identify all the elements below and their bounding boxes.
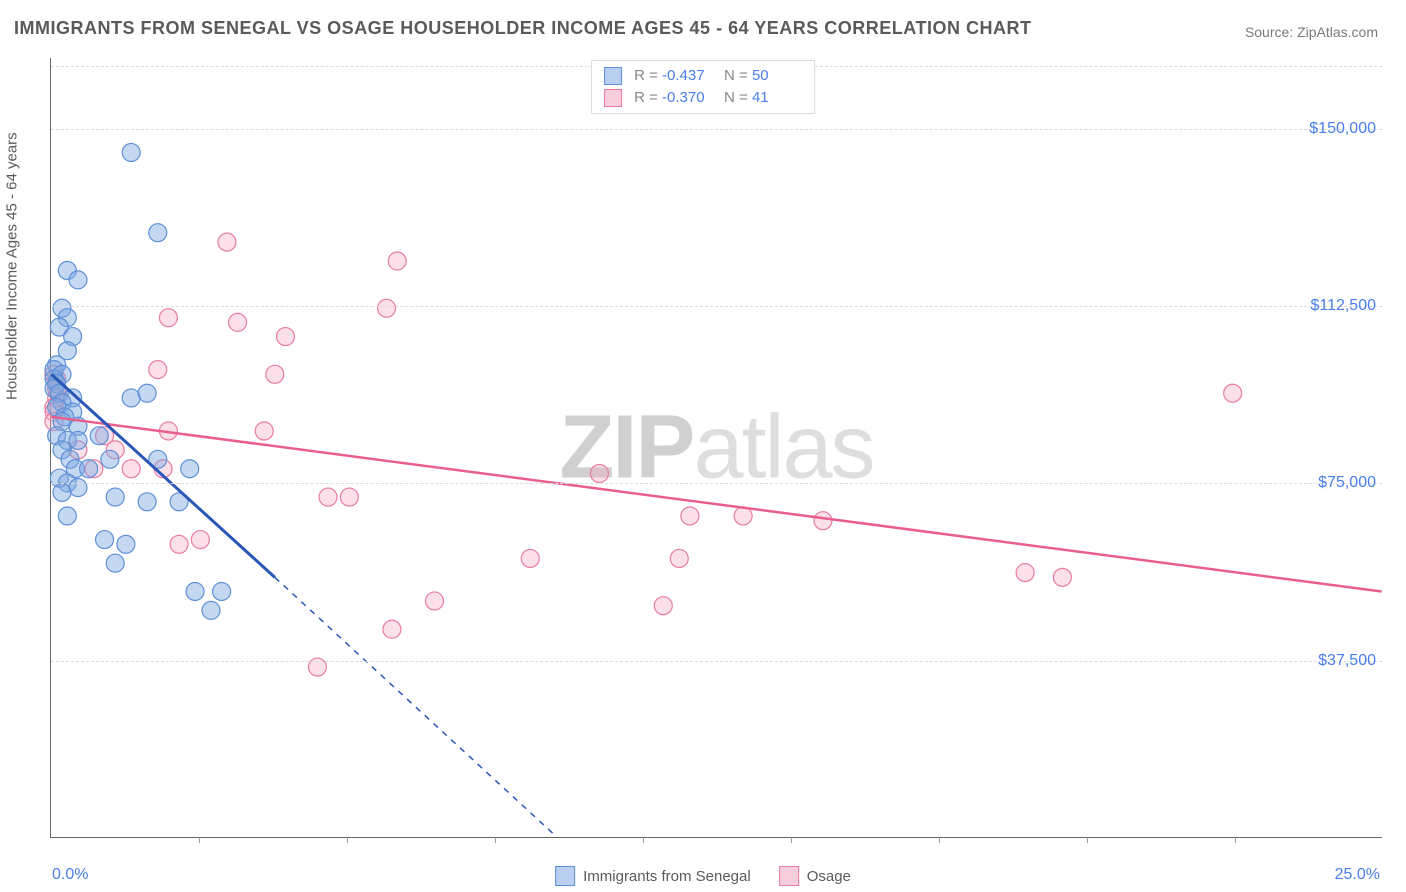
data-point bbox=[106, 554, 124, 572]
swatch-pink-icon bbox=[779, 866, 799, 886]
x-tick bbox=[495, 837, 496, 843]
data-point bbox=[340, 488, 358, 506]
data-point bbox=[425, 592, 443, 610]
swatch-blue-icon bbox=[555, 866, 575, 886]
x-tick bbox=[791, 837, 792, 843]
data-point bbox=[378, 299, 396, 317]
data-point bbox=[229, 313, 247, 331]
data-point bbox=[1053, 568, 1071, 586]
gridline bbox=[51, 129, 1382, 130]
data-point bbox=[170, 535, 188, 553]
swatch-pink-icon bbox=[604, 89, 622, 107]
data-point bbox=[654, 597, 672, 615]
data-point bbox=[101, 450, 119, 468]
data-point bbox=[276, 328, 294, 346]
data-point bbox=[521, 549, 539, 567]
x-tick bbox=[347, 837, 348, 843]
x-tick bbox=[939, 837, 940, 843]
trend-line bbox=[275, 577, 557, 837]
correlation-legend: R = -0.437 N = 50 R = -0.370 N = 41 bbox=[591, 60, 815, 114]
data-point bbox=[149, 361, 167, 379]
data-point bbox=[80, 460, 98, 478]
data-point bbox=[218, 233, 236, 251]
gridline bbox=[51, 483, 1382, 484]
y-tick-label: $75,000 bbox=[1318, 474, 1376, 492]
data-point bbox=[53, 483, 71, 501]
data-point bbox=[69, 479, 87, 497]
data-point bbox=[266, 365, 284, 383]
legend-label: Immigrants from Senegal bbox=[583, 868, 751, 885]
data-point bbox=[58, 507, 76, 525]
chart-title: IMMIGRANTS FROM SENEGAL VS OSAGE HOUSEHO… bbox=[14, 18, 1031, 39]
y-tick-label: $37,500 bbox=[1318, 652, 1376, 670]
legend-row-pink: R = -0.370 N = 41 bbox=[604, 87, 802, 109]
data-point bbox=[383, 620, 401, 638]
x-tick bbox=[199, 837, 200, 843]
data-point bbox=[1224, 384, 1242, 402]
data-point bbox=[181, 460, 199, 478]
data-point bbox=[388, 252, 406, 270]
legend-row-blue: R = -0.437 N = 50 bbox=[604, 65, 802, 87]
gridline bbox=[51, 661, 1382, 662]
data-point bbox=[670, 549, 688, 567]
swatch-blue-icon bbox=[604, 67, 622, 85]
data-point bbox=[149, 224, 167, 242]
y-axis-title: Householder Income Ages 45 - 64 years bbox=[4, 132, 21, 400]
gridline bbox=[51, 306, 1382, 307]
data-point bbox=[122, 389, 140, 407]
data-point bbox=[96, 531, 114, 549]
x-axis-min-label: 0.0% bbox=[52, 866, 88, 884]
source-attribution: Source: ZipAtlas.com bbox=[1245, 24, 1378, 40]
data-point bbox=[255, 422, 273, 440]
data-point bbox=[138, 493, 156, 511]
y-tick-label: $150,000 bbox=[1309, 120, 1376, 138]
data-point bbox=[590, 464, 608, 482]
series-legend: Immigrants from Senegal Osage bbox=[555, 866, 851, 886]
data-point bbox=[1016, 564, 1034, 582]
data-point bbox=[159, 309, 177, 327]
chart-svg bbox=[51, 58, 1382, 837]
legend-item-senegal: Immigrants from Senegal bbox=[555, 866, 751, 886]
data-point bbox=[319, 488, 337, 506]
data-point bbox=[106, 488, 124, 506]
legend-label: Osage bbox=[807, 868, 851, 885]
trend-line bbox=[51, 417, 1381, 592]
x-axis-max-label: 25.0% bbox=[1335, 866, 1380, 884]
x-tick bbox=[643, 837, 644, 843]
x-tick bbox=[1235, 837, 1236, 843]
data-point bbox=[681, 507, 699, 525]
x-tick bbox=[1087, 837, 1088, 843]
data-point bbox=[69, 431, 87, 449]
data-point bbox=[186, 583, 204, 601]
data-point bbox=[138, 384, 156, 402]
data-point bbox=[69, 271, 87, 289]
data-point bbox=[122, 460, 140, 478]
data-point bbox=[202, 601, 220, 619]
data-point bbox=[90, 427, 108, 445]
legend-item-osage: Osage bbox=[779, 866, 851, 886]
data-point bbox=[213, 583, 231, 601]
data-point bbox=[814, 512, 832, 530]
y-tick-label: $112,500 bbox=[1310, 297, 1376, 315]
plot-area: ZIPatlas $37,500$75,000$112,500$150,000 bbox=[50, 58, 1382, 838]
data-point bbox=[117, 535, 135, 553]
data-point bbox=[191, 531, 209, 549]
data-point bbox=[122, 143, 140, 161]
